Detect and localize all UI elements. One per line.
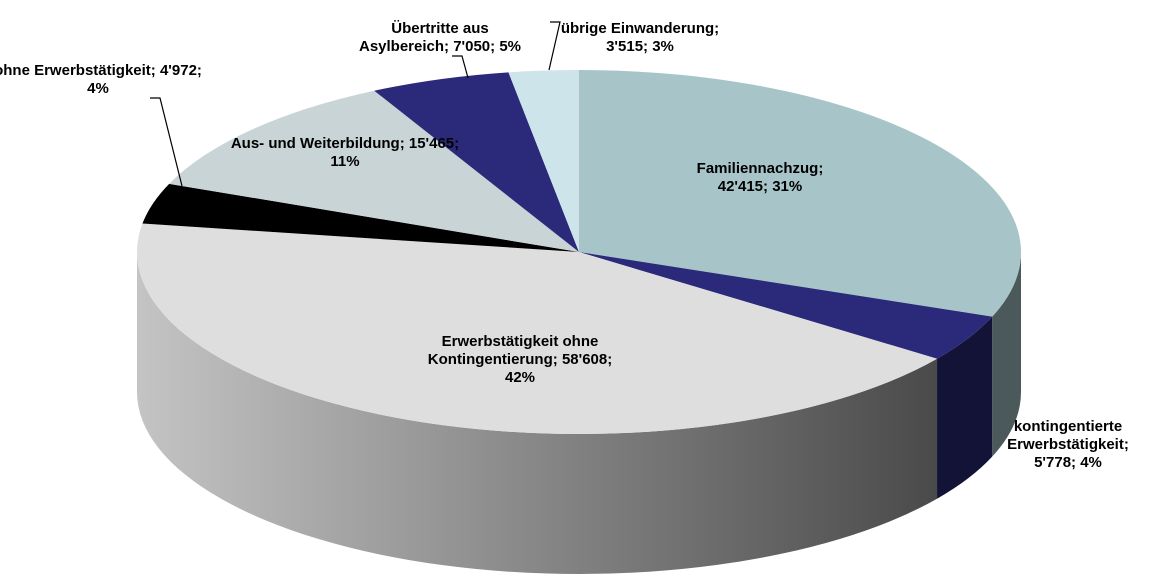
slice [136,223,938,435]
slice [142,183,579,252]
category-name: übrige Einwanderung [560,20,715,37]
category-name: Übertritte aus Asylbereich [358,20,489,55]
slice-side [937,316,993,499]
percent-label: 5% [499,38,521,55]
separator: ; [1123,436,1129,453]
separator: ; [818,160,824,177]
data-label: kontingentierte Erwerbstätigkeit; 5'778;… [993,418,1143,472]
percent-label: 3% [652,38,674,55]
category-name: Aus- und Weiterbildung [230,135,400,152]
category-name: Erwerbstätigkeit ohne Kontingentierung [427,333,599,368]
category-name: kontingentierte Erwerbstätigkeit [1007,418,1124,453]
value-label: 7'050 [453,38,491,55]
slice-side [992,252,1021,457]
leader-line [548,21,561,71]
separator: ; [490,38,496,55]
data-label: Erwerbstätigkeit ohne Kontingentierung; … [415,333,625,387]
data-label: Übertritte aus Asylbereich; 7'050; 5% [348,20,533,56]
percent-label: 31% [772,178,803,195]
separator: ; [607,351,613,368]
slice [169,90,579,252]
category-name: Familiennachzug [696,160,819,177]
slice-side [136,252,938,574]
separator: ; [714,20,720,37]
value-label: 4'972 [159,62,197,79]
separator: ; [150,62,156,79]
percent-label: 4% [1080,454,1102,471]
slice [579,70,1021,317]
slice [508,70,579,252]
value-label: 5'778 [1034,454,1072,471]
percent-label: 42% [504,369,536,386]
separator: ; [399,135,405,152]
value-label: 42'415 [717,178,764,195]
value-label: 3'515 [606,38,644,55]
separator: ; [643,38,649,55]
leader-line [452,55,469,79]
separator: ; [1071,454,1077,471]
percent-label: 11% [330,153,360,170]
data-label: Familiennachzug; 42'415; 31% [685,160,835,196]
leader-line [150,97,183,187]
value-label: 15'465 [408,135,455,152]
separator: ; [444,38,450,55]
separator: ; [196,62,202,79]
separator: ; [454,135,460,152]
value-label: 58'608 [561,351,608,368]
separator: ; [763,178,769,195]
slice [579,252,993,359]
data-label: ohne Erwerbstätigkeit; 4'972; 4% [0,62,203,98]
slice [374,72,579,253]
data-label: übrige Einwanderung; 3'515; 3% [550,20,730,56]
category-name: ohne Erwerbstätigkeit [0,62,151,79]
data-label: Aus- und Weiterbildung; 15'465; 11% [225,135,465,171]
separator: ; [552,351,558,368]
percent-label: 4% [87,80,109,97]
